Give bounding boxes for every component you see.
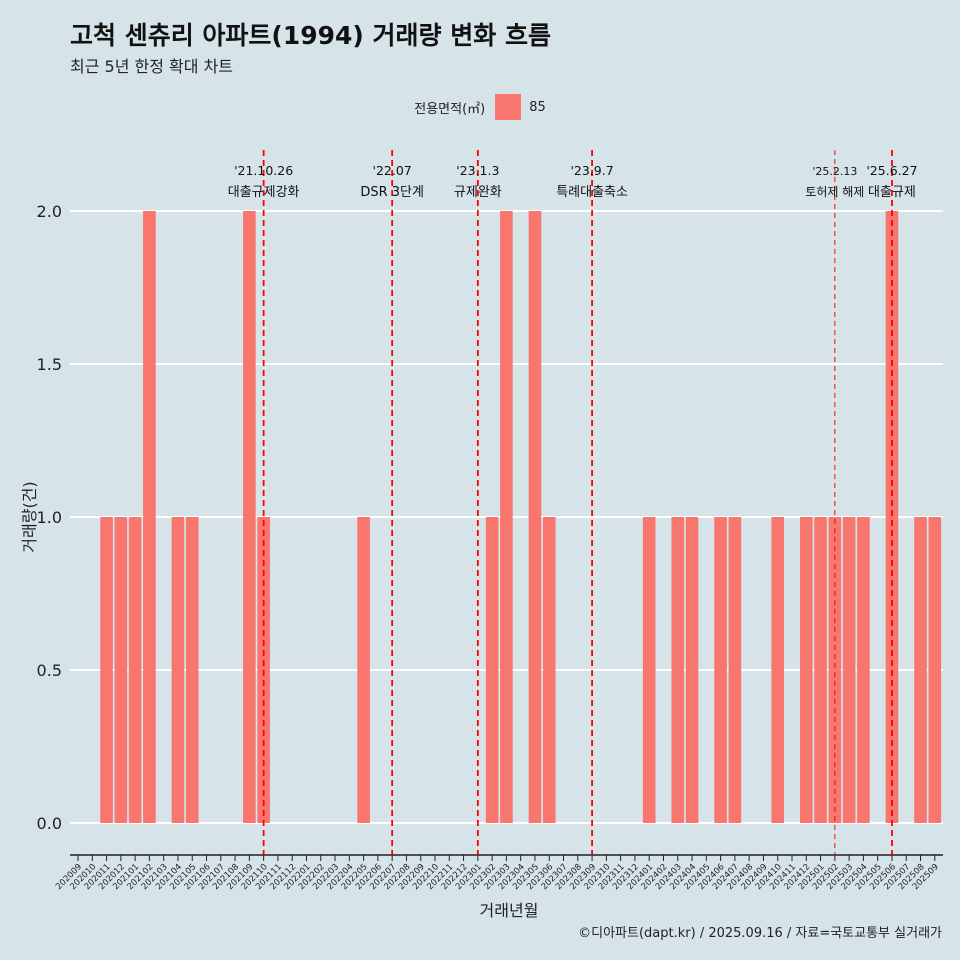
bar-202302 [485, 517, 499, 823]
y-tick-label: 0.5 [37, 661, 62, 680]
bar-202412 [799, 517, 813, 823]
y-tick-label: 1.5 [37, 355, 62, 374]
bar-202105 [185, 517, 199, 823]
bar-202401 [642, 517, 656, 823]
bar-202205 [357, 517, 370, 823]
event-date-label: '25.6.27 [866, 163, 917, 178]
bar-202305 [528, 211, 542, 823]
chart-subtitle: 최근 5년 한정 확대 차트 [70, 57, 234, 76]
bar-202504 [857, 517, 870, 823]
event-label: 특례대출축소 [556, 185, 628, 200]
bar-202303 [500, 211, 513, 823]
event-date-label: '22.07 [373, 163, 412, 178]
y-tick-label: 1.0 [37, 508, 62, 527]
bar-202306 [542, 517, 556, 823]
event-date-label: '23.9.7 [570, 163, 613, 178]
event-label: 토허제 해제 [805, 185, 864, 199]
bar-202509 [928, 517, 942, 823]
bar-202012 [114, 517, 128, 823]
event-label: 대출규제 [868, 185, 916, 200]
event-label: 대출규제강화 [228, 185, 300, 200]
x-axis-label: 거래년월 [479, 901, 539, 920]
bar-202410 [771, 517, 785, 823]
event-date-label: '21.10.26 [234, 163, 293, 178]
legend-key-swatch [495, 94, 522, 120]
bar-202501 [814, 517, 827, 823]
event-date-label: '25.2.13 [812, 165, 857, 178]
bar-202502 [828, 517, 842, 823]
legend-item-label: 85 [529, 99, 546, 115]
bar-202403 [671, 517, 685, 823]
bar-202404 [685, 517, 699, 823]
bar-202101 [128, 517, 142, 823]
legend: 전용면적(㎡) 85 [0, 94, 960, 120]
bar-202102 [143, 211, 156, 823]
chart-title: 고척 센츄리 아파트(1994) 거래량 변화 흐름 [70, 21, 551, 50]
legend-title: 전용면적(㎡) [414, 101, 486, 117]
source-credit: ©디아파트(dapt.kr) / 2025.09.16 / 자료=국토교통부 실… [578, 926, 942, 941]
bar-202503 [842, 517, 856, 823]
bar-202406 [714, 517, 727, 823]
bar-202506 [885, 211, 899, 823]
bar-202407 [728, 517, 742, 823]
bar-202011 [100, 517, 113, 823]
bar-202508 [914, 517, 927, 823]
event-date-label: '23.1.3 [456, 163, 499, 178]
bar-202104 [171, 517, 185, 823]
y-axis-label: 거래량(건) [20, 481, 39, 553]
event-label: DSR 3단계 [360, 185, 424, 200]
event-label: 규제완화 [454, 185, 502, 200]
y-tick-label: 0.0 [37, 814, 62, 833]
y-tick-label: 2.0 [37, 202, 62, 221]
bar-202109 [243, 211, 256, 823]
